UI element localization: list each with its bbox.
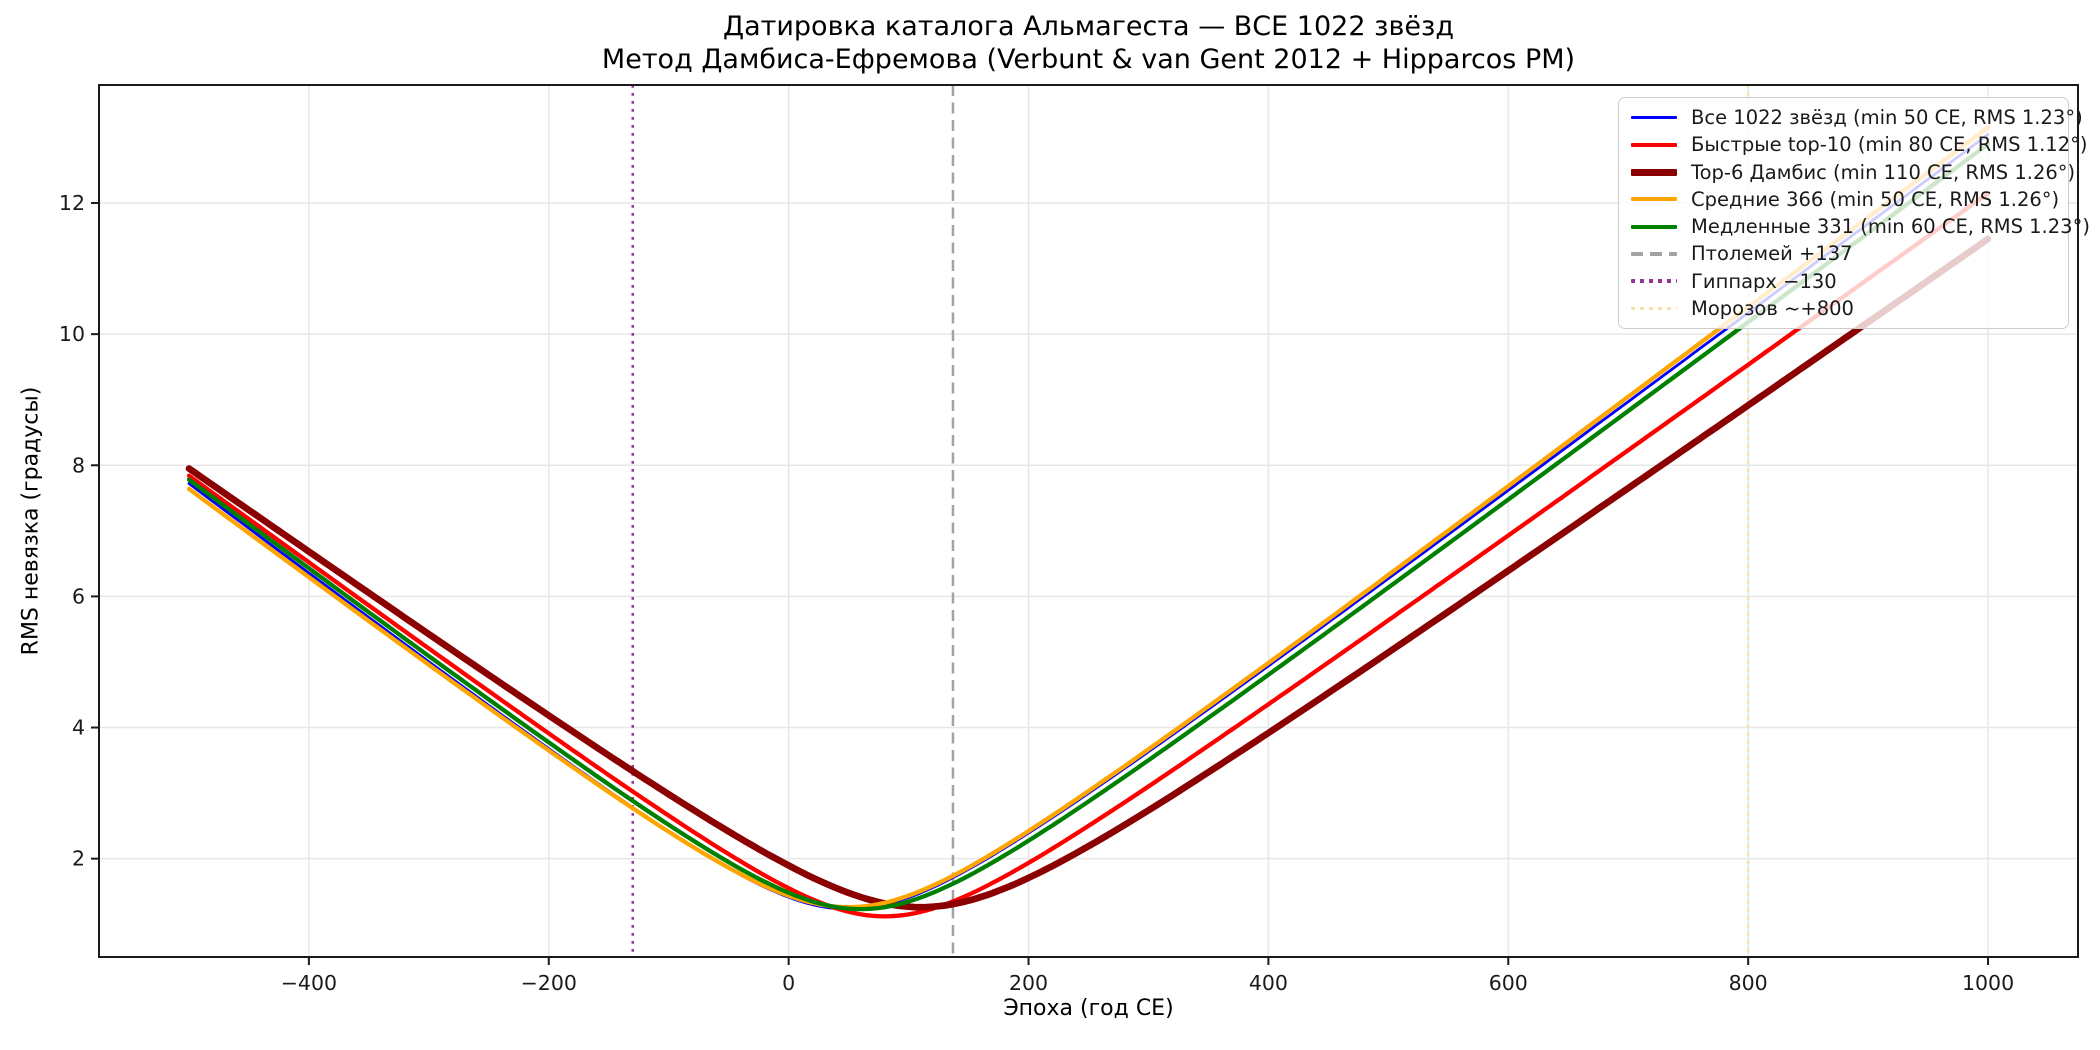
x-tick-label: 400 bbox=[1249, 971, 1288, 995]
x-tick-label: 200 bbox=[1009, 971, 1048, 995]
legend-item-slow-331: Медленные 331 (min 60 CE, RMS 1.23°) bbox=[1631, 213, 2090, 240]
x-tick-label: −400 bbox=[281, 971, 337, 995]
x-tick-label: 1000 bbox=[1962, 971, 2014, 995]
curve-top-6-dambis bbox=[185, 235, 1992, 911]
title-block: Датировка каталога Альмагеста — ВСЕ 1022… bbox=[99, 10, 2078, 76]
legend-item-all-1022: Все 1022 звёзд (min 50 CE, RMS 1.23°) bbox=[1631, 104, 2083, 131]
y-axis-label: RMS невязка (градусы) bbox=[18, 386, 44, 656]
legend-item-ptolemy: Птолемей +137 bbox=[1631, 240, 2056, 267]
legend-line-sample-medium-366 bbox=[1631, 197, 1677, 202]
legend-line-sample-all-1022 bbox=[1631, 116, 1677, 120]
legend-item-fast-top-10: Быстрые top-10 (min 80 CE, RMS 1.12°) bbox=[1631, 131, 2087, 158]
legend-line-sample-fast-top-10 bbox=[1631, 142, 1677, 147]
y-tick-label: 4 bbox=[72, 716, 85, 740]
x-tick-label: −200 bbox=[521, 971, 577, 995]
legend-line-sample-hipparchus bbox=[1631, 279, 1677, 283]
curve-slow-331 bbox=[186, 141, 1991, 912]
legend-label: Средние 366 (min 50 CE, RMS 1.26°) bbox=[1691, 187, 2060, 211]
legend-label: Top-6 Дамбис (min 110 CE, RMS 1.26°) bbox=[1691, 160, 2076, 184]
legend-item-hipparchus: Гиппарх −130 bbox=[1631, 268, 2056, 295]
legend: Все 1022 звёзд (min 50 CE, RMS 1.23°) Бы… bbox=[1618, 97, 2090, 329]
x-axis-label: Эпоха (год CE) bbox=[1003, 996, 1174, 1021]
y-tick-label: 2 bbox=[72, 847, 85, 871]
legend-line-sample-ptolemy bbox=[1631, 252, 1677, 256]
x-tick-label: 600 bbox=[1489, 971, 1528, 995]
legend-line-sample-morozov bbox=[1631, 306, 1677, 311]
legend-label: Медленные 331 (min 60 CE, RMS 1.23°) bbox=[1691, 215, 2090, 239]
y-tick-label: 10 bbox=[59, 322, 85, 346]
x-tick-label: 800 bbox=[1729, 971, 1768, 995]
legend-line-sample-slow-331 bbox=[1631, 224, 1677, 229]
curve-medium-366 bbox=[186, 125, 1991, 910]
legend-label: Все 1022 звёзд (min 50 CE, RMS 1.23°) bbox=[1691, 106, 2083, 130]
y-tick-label: 12 bbox=[59, 191, 85, 215]
legend-label: Гиппарх −130 bbox=[1691, 269, 1837, 293]
y-tick-label: 8 bbox=[72, 453, 85, 477]
chart-title: Датировка каталога Альмагеста — ВСЕ 1022… bbox=[723, 11, 1454, 42]
legend-item-medium-366: Средние 366 (min 50 CE, RMS 1.26°) bbox=[1631, 186, 2060, 213]
legend-item-top-6-dambis: Top-6 Дамбис (min 110 CE, RMS 1.26°) bbox=[1631, 159, 2075, 186]
x-tick-label: 0 bbox=[782, 971, 795, 995]
legend-item-morozov: Морозов ~+800 bbox=[1631, 295, 2056, 322]
chart-subtitle: Метод Дамбиса-Ефремова (Verbunt & van Ge… bbox=[601, 44, 1576, 75]
y-tick-label: 6 bbox=[72, 584, 85, 608]
curve-fast-top-10 bbox=[186, 191, 1991, 919]
legend-label: Морозов ~+800 bbox=[1691, 296, 1854, 320]
legend-line-sample-top-6-dambis bbox=[1631, 168, 1677, 176]
legend-label: Быстрые top-10 (min 80 CE, RMS 1.12°) bbox=[1691, 133, 2088, 157]
plot-border bbox=[98, 84, 2079, 958]
legend-label: Птолемей +137 bbox=[1691, 242, 1853, 266]
